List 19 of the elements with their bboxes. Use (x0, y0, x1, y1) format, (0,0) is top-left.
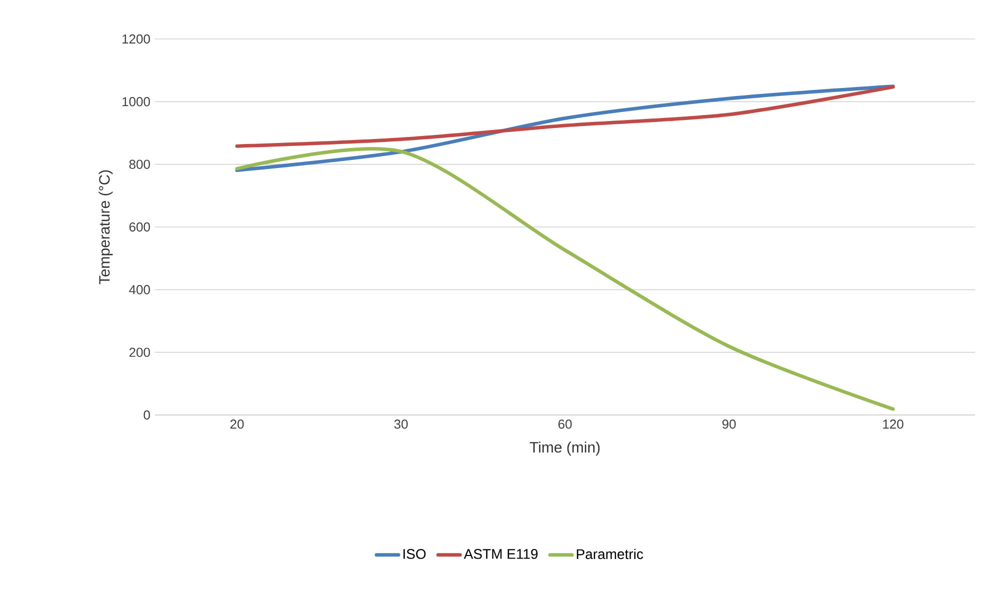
legend-label: ASTM E119 (464, 548, 538, 559)
x-tick-label: 90 (722, 420, 736, 429)
y-tick-label: 800 (129, 160, 150, 169)
y-tick-label: 1000 (122, 97, 150, 106)
line-series (235, 85, 895, 148)
x-tick-label: 120 (883, 420, 904, 429)
y-tick-label: 600 (129, 222, 150, 232)
legend-label: Parametric (576, 548, 644, 560)
y-tick-label: 0 (144, 410, 150, 420)
x-tick-label: 20 (230, 420, 244, 429)
y-tick-label: 200 (129, 348, 150, 357)
y-tick-label: 1200 (122, 34, 150, 44)
y-axis-title: Temperature (°C) (98, 170, 113, 284)
line-series (235, 84, 895, 172)
y-tick-label: 400 (129, 285, 150, 294)
x-axis-title: Time (min) (530, 442, 600, 456)
x-tick-label: 30 (394, 420, 408, 429)
legend-label: ISO (403, 548, 426, 559)
x-tick-label: 60 (558, 420, 572, 429)
